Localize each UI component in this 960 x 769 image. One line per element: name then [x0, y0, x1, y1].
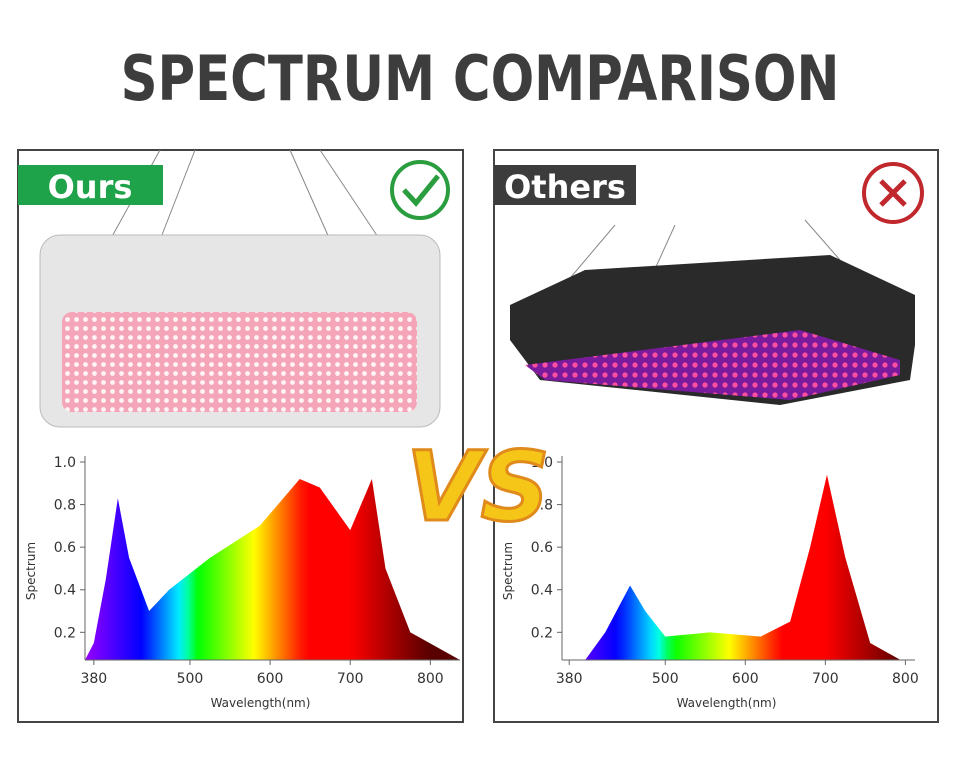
- label-others-bg: [494, 165, 636, 205]
- x-tick-label: 800: [417, 671, 444, 687]
- y-axis-label: Spectrum: [501, 542, 515, 600]
- x-tick-label: 600: [732, 671, 759, 687]
- y-tick-label: 0.8: [531, 498, 553, 514]
- panel-others: [493, 149, 939, 723]
- spectrum-fill: [585, 474, 901, 660]
- spectrum-fill: [85, 479, 460, 660]
- y-tick-label: 0.2: [531, 625, 553, 641]
- y-tick-label: 0.8: [54, 498, 76, 514]
- x-tick-label: 800: [892, 671, 919, 687]
- x-tick-label: 700: [812, 671, 839, 687]
- cross-icon: [862, 162, 924, 224]
- x-axis-label: Wavelength(nm): [677, 696, 777, 710]
- y-axis-label: Spectrum: [24, 542, 38, 600]
- lamp-others: [510, 219, 915, 405]
- x-tick-label: 600: [257, 671, 284, 687]
- x-tick-label: 700: [337, 671, 364, 687]
- y-tick-label: 0.4: [531, 583, 553, 599]
- y-tick-label: 0.6: [54, 540, 76, 556]
- label-others: Others: [504, 168, 626, 206]
- x-axis-label: Wavelength(nm): [211, 696, 311, 710]
- x-tick-label: 380: [80, 671, 107, 687]
- y-tick-label: 0.2: [54, 625, 76, 641]
- label-ours-bg: [18, 165, 163, 205]
- spectrum-chart: 380 500 600 700 800 0.2 0.4 0.6 0.8 1.0 Wavelength…: [24, 455, 460, 710]
- check-icon: [390, 160, 450, 220]
- label-ours: Ours: [48, 168, 133, 206]
- y-tick-label: 0.6: [531, 540, 553, 556]
- x-tick-label: 500: [652, 671, 679, 687]
- y-tick-label: 1.0: [54, 455, 76, 471]
- x-tick-label: 500: [177, 671, 204, 687]
- y-tick-label: 1.0: [531, 455, 553, 471]
- vs-text: VS: [406, 431, 549, 543]
- page-title: SPECTRUM COMPARISON: [121, 44, 840, 116]
- panel-ours: [17, 149, 464, 723]
- x-tick-label: 380: [556, 671, 583, 687]
- spectrum-chart: 380 500 600 700 800 0.2 0.4 0.6 0.8 1.0 Wavelength…: [501, 455, 919, 710]
- charts: 380 500 600 700 800 0.2 0.4 0.6 0.8 1.0 Wavelength…: [24, 455, 919, 710]
- y-tick-label: 0.4: [54, 583, 76, 599]
- lamp-ours: [39, 149, 441, 428]
